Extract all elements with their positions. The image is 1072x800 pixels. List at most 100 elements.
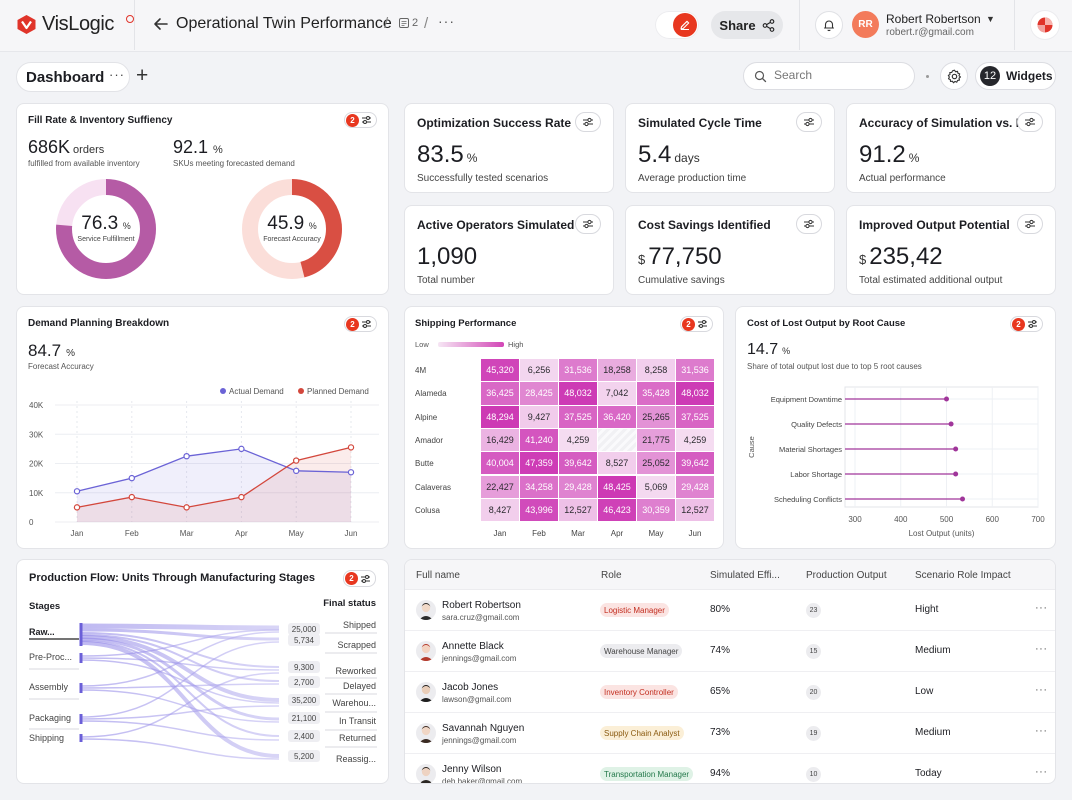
dashboard-selector[interactable]: Dashboard ··· bbox=[16, 62, 130, 92]
column-header[interactable]: Scenario Role Impact bbox=[915, 570, 1011, 581]
heatmap-cell[interactable]: 48,294 bbox=[481, 405, 519, 428]
table-row[interactable]: Savannah Nguyen jennings@gmail.com Supply … bbox=[405, 713, 1055, 754]
sliders-icon[interactable] bbox=[575, 214, 601, 234]
data-point[interactable] bbox=[73, 488, 81, 495]
heatmap-cell[interactable]: 9,427 bbox=[520, 405, 558, 428]
data-point[interactable] bbox=[128, 493, 136, 501]
row-more-icon[interactable]: ··· bbox=[1035, 766, 1048, 778]
heatmap-cell[interactable]: 45,320 bbox=[481, 359, 519, 382]
breadcrumb-docs[interactable]: 2 bbox=[398, 17, 418, 29]
column-header[interactable]: Production Output bbox=[806, 570, 887, 581]
final-status-label[interactable]: Reassig... bbox=[335, 754, 376, 764]
data-point[interactable] bbox=[347, 444, 355, 451]
add-dashboard-icon[interactable]: + bbox=[136, 64, 149, 87]
stage-label[interactable]: Assembly bbox=[29, 682, 69, 692]
heatmap-cell[interactable]: 8,258 bbox=[637, 359, 675, 382]
heatmap-cell[interactable]: 16,429 bbox=[481, 428, 519, 452]
table-row[interactable]: Jacob Jones lawson@gmail.com Inventory Con… bbox=[405, 672, 1055, 713]
dashboard-more-icon[interactable]: ··· bbox=[109, 67, 125, 82]
edit-mode-toggle[interactable] bbox=[655, 11, 699, 39]
column-header[interactable]: Role bbox=[601, 570, 622, 581]
filter-button[interactable]: 2 bbox=[680, 316, 713, 332]
data-point[interactable] bbox=[238, 493, 245, 501]
heatmap-cell[interactable]: 36,425 bbox=[481, 382, 519, 405]
heatmap-cell[interactable]: 48,032 bbox=[559, 382, 597, 405]
heatmap-cell[interactable]: 7,042 bbox=[598, 382, 636, 405]
heatmap-cell[interactable]: 30,359 bbox=[637, 498, 675, 522]
lollipop-dot[interactable] bbox=[960, 496, 966, 502]
heatmap-cell[interactable]: 4,259 bbox=[559, 428, 597, 452]
stage-label[interactable]: Shipping bbox=[29, 733, 65, 743]
data-point[interactable] bbox=[293, 457, 300, 464]
heatmap-cell[interactable]: 39,642 bbox=[676, 452, 714, 475]
filter-button[interactable]: 2 bbox=[344, 316, 377, 332]
final-status-label[interactable]: Reworked bbox=[335, 666, 376, 676]
heatmap-cell[interactable]: 28,425 bbox=[520, 382, 558, 405]
row-more-icon[interactable]: ··· bbox=[1035, 725, 1048, 737]
final-status-label[interactable]: Returned bbox=[338, 733, 376, 743]
heatmap-cell[interactable] bbox=[598, 428, 636, 452]
heatmap-cell[interactable]: 5,069 bbox=[637, 475, 675, 498]
heatmap-cell[interactable]: 34,258 bbox=[520, 475, 558, 498]
filter-button[interactable]: 2 bbox=[344, 112, 377, 128]
heatmap-cell[interactable]: 29,428 bbox=[559, 475, 597, 498]
user-name[interactable]: Robert Robertson bbox=[886, 12, 981, 26]
heatmap-cell[interactable]: 22,427 bbox=[481, 475, 519, 498]
heatmap-cell[interactable]: 43,996 bbox=[520, 498, 558, 522]
heatmap-cell[interactable]: 31,536 bbox=[559, 359, 597, 382]
sliders-icon[interactable] bbox=[575, 112, 601, 132]
data-point[interactable] bbox=[183, 452, 190, 460]
sliders-icon[interactable] bbox=[796, 112, 822, 132]
heatmap-cell[interactable]: 48,425 bbox=[598, 475, 636, 498]
final-status-label[interactable]: Delayed bbox=[342, 681, 376, 691]
row-more-icon[interactable]: ··· bbox=[1035, 684, 1048, 696]
heatmap-cell[interactable]: 37,525 bbox=[676, 405, 714, 428]
data-point[interactable] bbox=[183, 504, 190, 511]
data-point[interactable] bbox=[128, 474, 136, 482]
data-point[interactable] bbox=[73, 504, 81, 511]
heatmap-cell[interactable]: 40,004 bbox=[481, 452, 519, 475]
heatmap-cell[interactable]: 25,052 bbox=[637, 452, 675, 475]
widgets-button[interactable]: 12 Widgets bbox=[975, 62, 1056, 90]
heatmap-cell[interactable]: 47,359 bbox=[520, 452, 558, 475]
data-point[interactable] bbox=[293, 467, 300, 475]
stage-label[interactable]: Pre-Proc... bbox=[29, 652, 73, 662]
lollipop-dot[interactable] bbox=[953, 446, 959, 452]
data-point[interactable] bbox=[238, 445, 245, 453]
share-button[interactable]: Share bbox=[711, 11, 783, 39]
settings-gear-icon[interactable] bbox=[940, 62, 968, 90]
final-status-label[interactable]: Warehou... bbox=[332, 698, 376, 708]
heatmap-cell[interactable]: 39,642 bbox=[559, 452, 597, 475]
heatmap-cell[interactable]: 35,428 bbox=[637, 382, 675, 405]
column-header[interactable]: Full name bbox=[416, 570, 460, 581]
final-status-label[interactable]: Shipped bbox=[342, 620, 376, 630]
search-box[interactable] bbox=[743, 62, 915, 90]
column-header[interactable]: Simulated Effi... bbox=[710, 570, 780, 581]
row-more-icon[interactable]: ··· bbox=[1035, 643, 1048, 655]
table-row[interactable]: Annette Black jennings@gmail.com Warehouse… bbox=[405, 631, 1055, 672]
heatmap-cell[interactable]: 41,240 bbox=[520, 428, 558, 452]
more-options-icon[interactable]: ··· bbox=[438, 13, 455, 29]
heatmap-cell[interactable]: 6,256 bbox=[520, 359, 558, 382]
heatmap-cell[interactable]: 37,525 bbox=[559, 405, 597, 428]
table-row[interactable]: Robert Robertson sara.cruz@gmail.com Logis… bbox=[405, 590, 1055, 631]
sliders-icon[interactable] bbox=[1017, 112, 1043, 132]
heatmap-cell[interactable]: 25,265 bbox=[637, 405, 675, 428]
stage-label[interactable]: Raw... bbox=[29, 627, 55, 637]
lollipop-dot[interactable] bbox=[944, 396, 949, 402]
heatmap-cell[interactable]: 36,420 bbox=[598, 405, 636, 428]
heatmap-cell[interactable]: 31,536 bbox=[676, 359, 714, 382]
data-point[interactable] bbox=[347, 469, 355, 476]
lollipop-dot[interactable] bbox=[948, 421, 954, 427]
lollipop-dot[interactable] bbox=[953, 471, 959, 477]
heatmap-cell[interactable]: 12,527 bbox=[676, 498, 714, 522]
heatmap-cell[interactable]: 46,423 bbox=[598, 498, 636, 522]
stage-label[interactable]: Packaging bbox=[29, 713, 72, 723]
workspace-logo-icon[interactable] bbox=[1031, 11, 1059, 39]
sliders-icon[interactable] bbox=[1017, 214, 1043, 234]
heatmap-cell[interactable]: 21,775 bbox=[637, 428, 675, 452]
table-row[interactable]: Jenny Wilson deb.baker@gmail.com Transport… bbox=[405, 754, 1055, 783]
heatmap-cell[interactable]: 29,428 bbox=[676, 475, 714, 498]
final-status-label[interactable]: Scrapped bbox=[337, 640, 376, 650]
row-more-icon[interactable]: ··· bbox=[1035, 602, 1048, 614]
